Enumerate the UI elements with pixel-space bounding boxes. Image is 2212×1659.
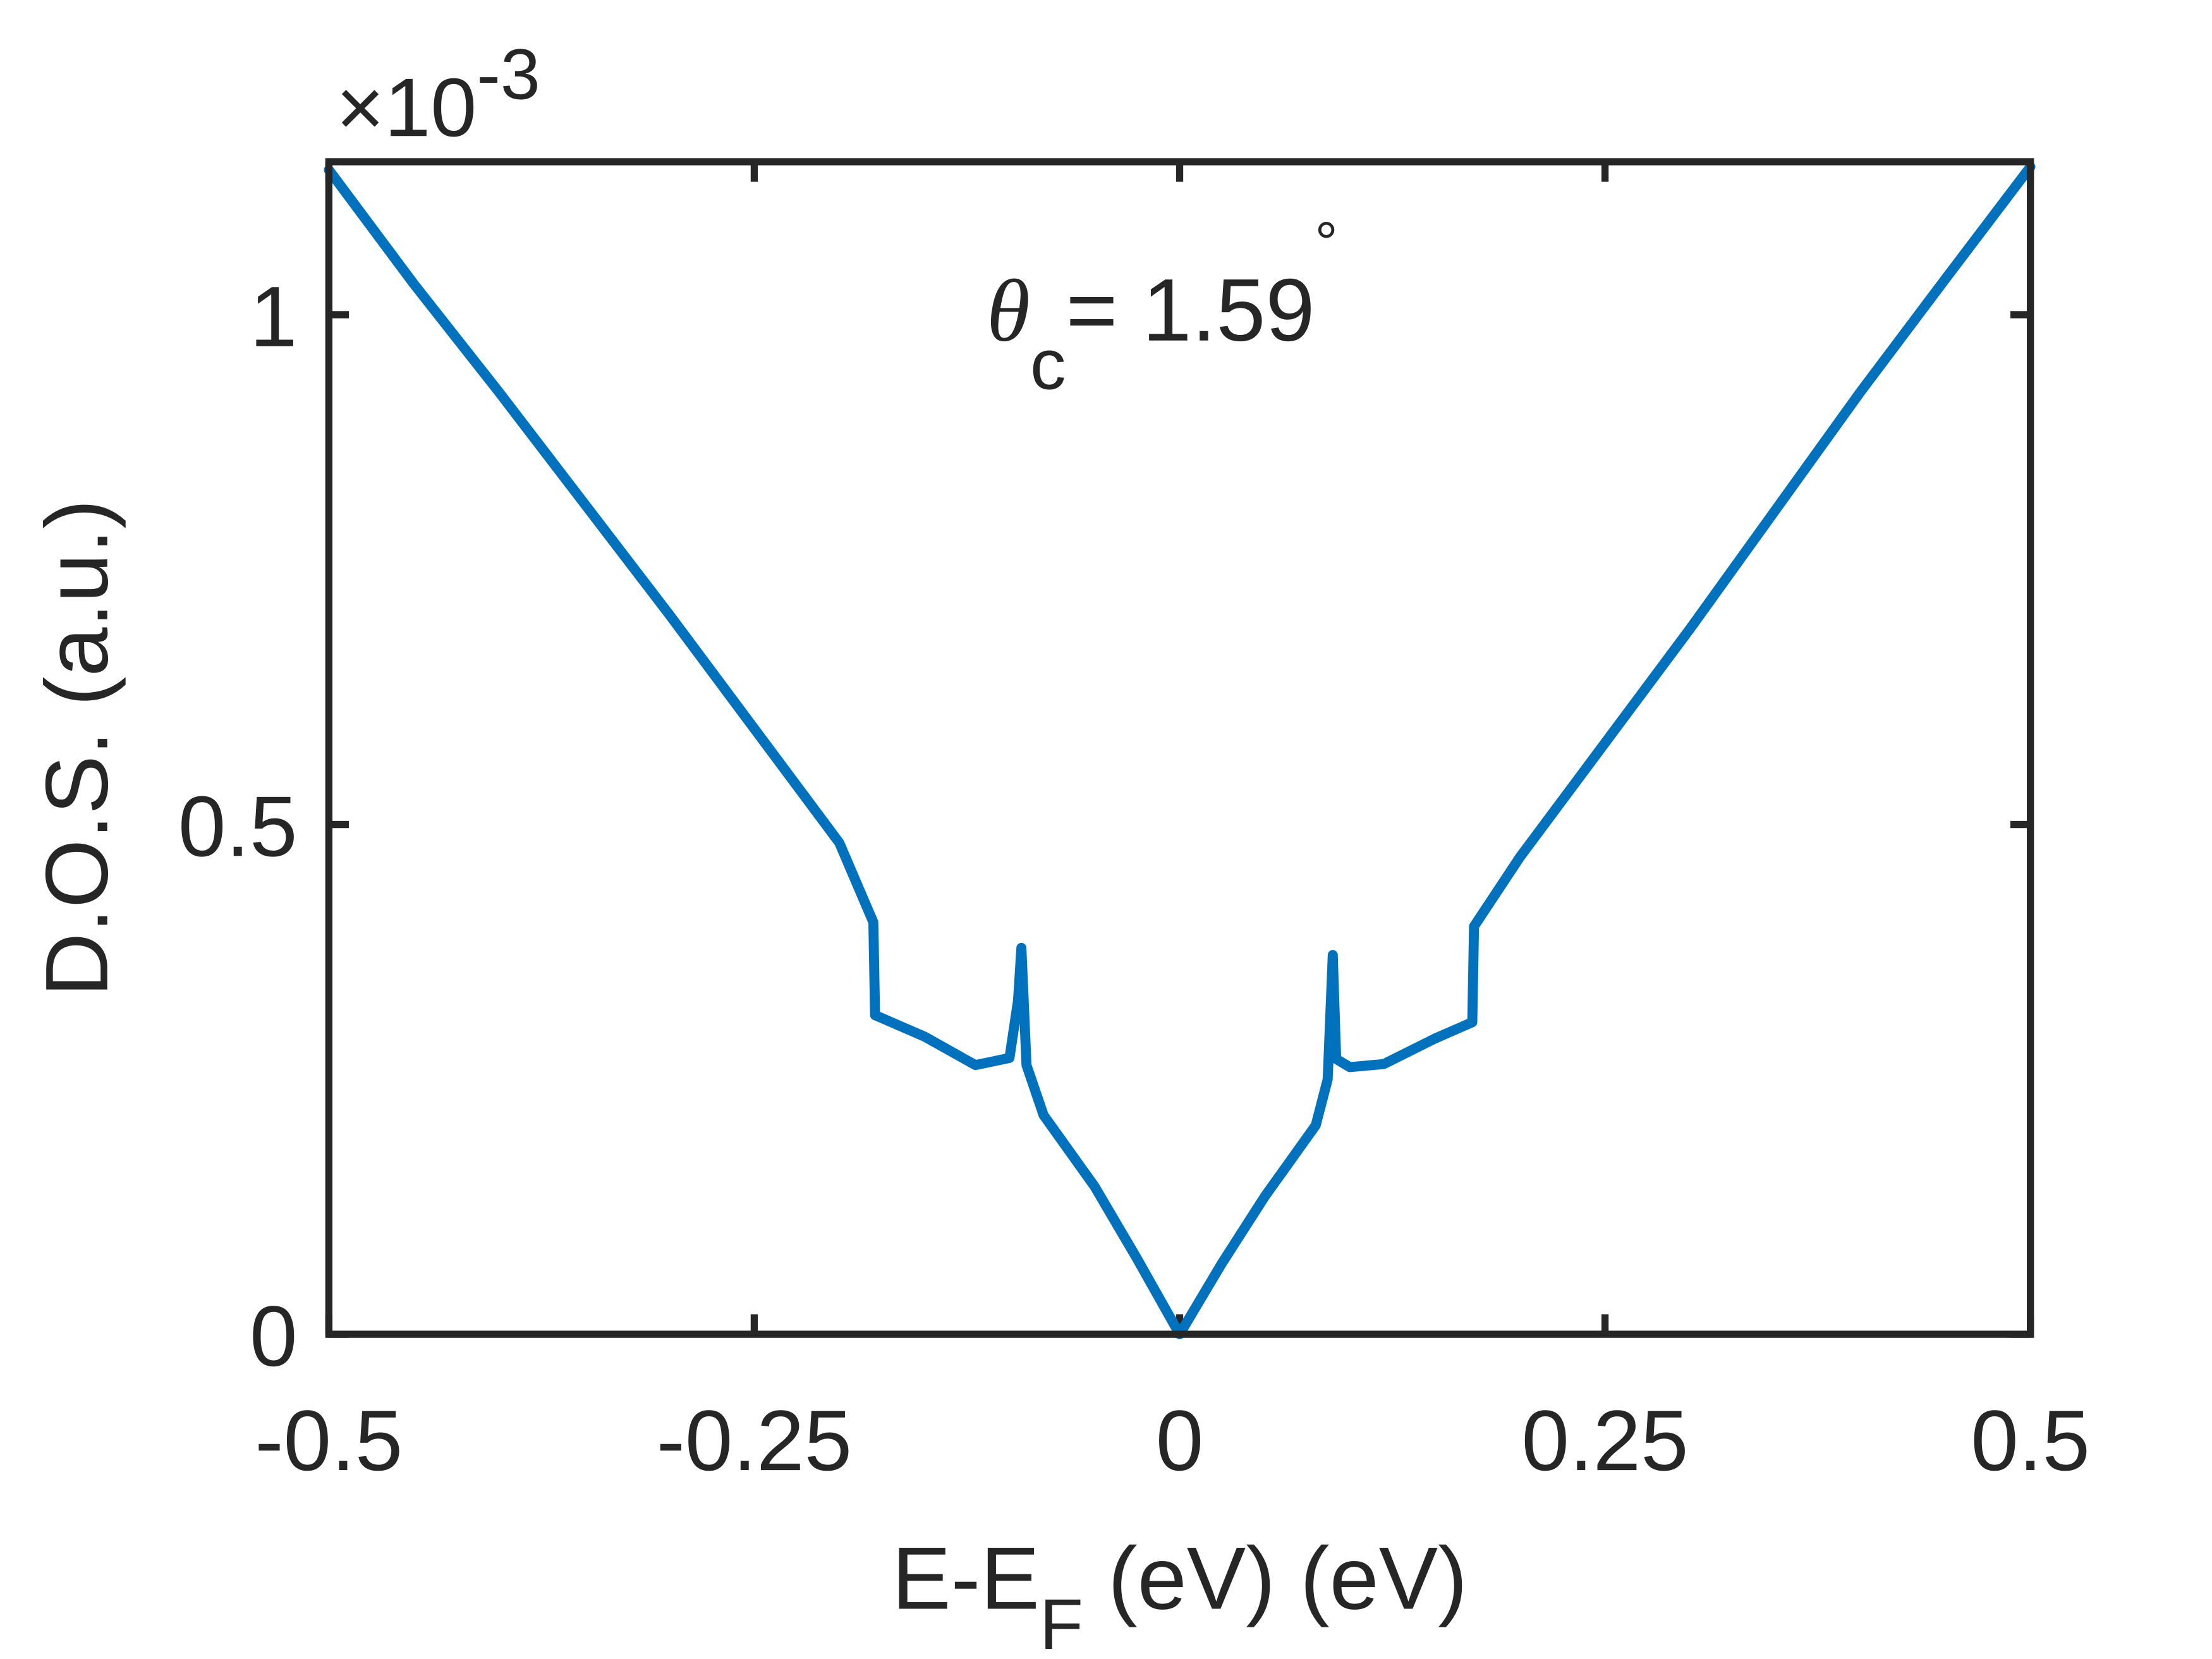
x-axis-label: E-EF (eV) (eV) xyxy=(892,1529,1468,1659)
x-tick-label: 0 xyxy=(1156,1392,1203,1488)
x-label-suffix: (eV) (eV) xyxy=(1083,1529,1468,1628)
annotation-superscript: ° xyxy=(1315,210,1337,274)
x-label-subscript: F xyxy=(1040,1584,1083,1659)
x-tick-label: -0.5 xyxy=(255,1392,403,1488)
y-multiplier: ×10-3 xyxy=(336,34,540,154)
y-tick-label: 0 xyxy=(250,1288,298,1384)
annotation-symbol: θ xyxy=(987,262,1030,360)
plot-frame xyxy=(325,158,2034,1338)
multiplier-base: ×10 xyxy=(336,61,477,154)
x-tick-label: -0.25 xyxy=(657,1392,852,1488)
multiplier-power: -3 xyxy=(477,34,540,114)
x-tick-label: 0.5 xyxy=(1971,1392,2090,1488)
y-tick-label: 0.5 xyxy=(178,778,298,874)
annotation-text: = 1.59 xyxy=(1066,260,1315,360)
x-tick-label: 0.25 xyxy=(1521,1392,1688,1488)
annotation: θc= 1.59° xyxy=(987,210,1338,404)
y-tick-label: 1 xyxy=(250,269,298,365)
y-axis-label: D.O.S. (a.u.) xyxy=(27,499,126,997)
annotation-subscript: c xyxy=(1030,325,1066,404)
x-label-text: E-E xyxy=(892,1529,1040,1628)
